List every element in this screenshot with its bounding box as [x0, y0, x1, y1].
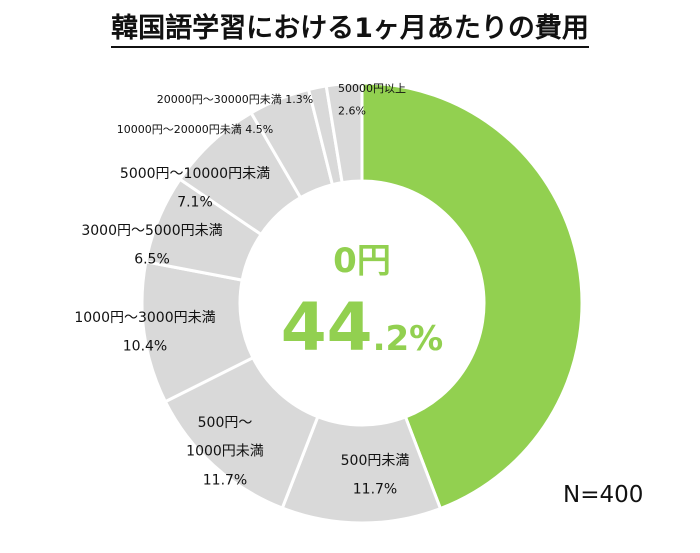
slice-label-2-line-1: 1000円未満 — [186, 444, 264, 460]
center-value: 44.2% — [281, 289, 444, 366]
slice-label-7-line-0: 20000円〜30000円未満 1.3% — [157, 93, 313, 106]
chart-title: 韓国語学習における1ヶ月あたりの費用 — [0, 6, 700, 48]
slice-label-8-line-0: 50000円以上 — [338, 82, 406, 95]
slice-label-5-line-1: 7.1% — [177, 195, 213, 211]
center-label: 0円 — [333, 241, 391, 281]
slice-0 — [360, 81, 584, 511]
slice-label-3-line-0: 1000円〜3000円未満 — [74, 310, 215, 326]
center-value-main: 44 — [281, 289, 373, 366]
slice-label-4-line-1: 6.5% — [134, 252, 170, 268]
slice-8 — [324, 81, 364, 185]
sample-size: N=400 — [563, 482, 644, 508]
slice-label-3-line-1: 10.4% — [123, 339, 167, 355]
slice-label-1-line-1: 11.7% — [353, 482, 397, 498]
donut-slices — [140, 81, 584, 525]
slice-label-4-line-0: 3000円〜5000円未満 — [81, 223, 222, 239]
slice-label-2-line-2: 11.7% — [203, 472, 247, 488]
slice-label-6-line-0: 10000円〜20000円未満 4.5% — [117, 123, 273, 136]
slice-label-8-line-1: 2.6% — [338, 105, 366, 118]
center-value-decimal: .2% — [373, 319, 444, 359]
slice-label-1-line-0: 500円未満 — [341, 453, 410, 469]
slice-label-2-line-0: 500円〜 — [198, 415, 253, 431]
slice-labels: 500円未満 11.7% 500円〜 1000円未満 11.7% 1000円〜3000円未… — [74, 82, 409, 498]
slice-label-5-line-0: 5000円〜10000円未満 — [120, 166, 270, 182]
chart-title-text: 韓国語学習における1ヶ月あたりの費用 — [111, 13, 589, 48]
